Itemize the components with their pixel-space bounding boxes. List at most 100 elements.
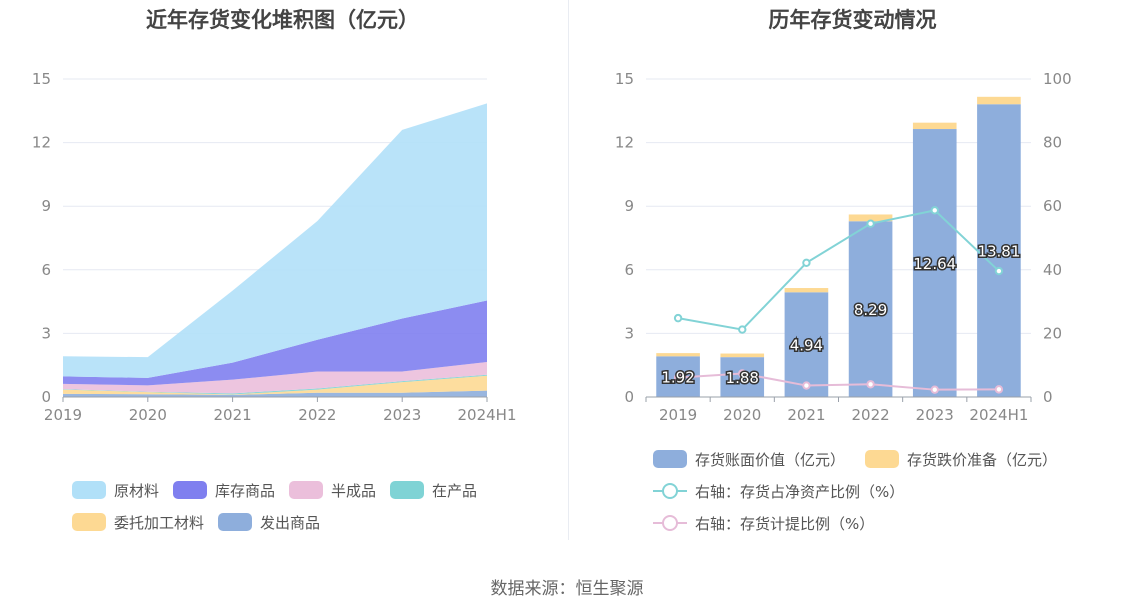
bar-data-label: 12.64 bbox=[913, 255, 956, 273]
legend-item[interactable]: 存货跌价准备（亿元） bbox=[865, 443, 1057, 475]
right-chart-title: 历年存货变动情况 bbox=[768, 8, 937, 32]
x-tick-label: 2024H1 bbox=[458, 406, 517, 424]
bar-0-2 bbox=[784, 292, 829, 397]
legend-swatch bbox=[72, 481, 106, 499]
y2-tick-label: 80 bbox=[1043, 134, 1062, 152]
bar-1-3 bbox=[848, 214, 893, 222]
data-source-note: 数据来源：恒生聚源 bbox=[490, 579, 644, 599]
right-chart-legend: 存货账面价值（亿元） 存货跌价准备（亿元） 右轴：存货占净资产比例（%） 右轴：存货计… bbox=[653, 443, 1113, 539]
y2-tick-label: 60 bbox=[1043, 197, 1062, 215]
y-tick-label: 3 bbox=[624, 324, 634, 342]
bar-line-chart-panel: 历年存货变动情况 0 3 6 9 12 15 0 20 40 60 80 100 2019 2020 202… bbox=[571, 0, 1134, 560]
legend-swatch bbox=[289, 481, 324, 499]
y-tick-label: 9 bbox=[41, 197, 51, 215]
stacked-area-chart: 0 3 6 9 12 15 2019 2020 2021 2022 2023 2024H1 bbox=[32, 70, 517, 424]
y-tick-label: 0 bbox=[624, 388, 634, 406]
legend-label: 在产品 bbox=[432, 481, 478, 500]
legend-line-swatch bbox=[653, 482, 687, 500]
area-series-3 bbox=[63, 362, 487, 394]
x-tick-label: 2019 bbox=[659, 406, 697, 424]
x-tick-label: 2023 bbox=[383, 406, 421, 424]
y-tick-label: 12 bbox=[615, 134, 634, 152]
area-series-5 bbox=[63, 103, 487, 378]
legend-label: 委托加工材料 bbox=[114, 513, 205, 532]
legend-swatch bbox=[865, 450, 900, 468]
line-point-1-1 bbox=[738, 369, 747, 378]
x-tick-label: 2022 bbox=[298, 406, 336, 424]
line-series-0 bbox=[677, 209, 1000, 331]
x-tick-label: 2022 bbox=[851, 406, 889, 424]
left-chart-legend: 原材料 库存商品 半成品 在产品委托加工材料 发出商品 bbox=[72, 474, 522, 538]
y-tick-label: 0 bbox=[41, 388, 51, 406]
legend-label: 存货账面价值（亿元） bbox=[695, 450, 846, 469]
legend-item[interactable]: 存货账面价值（亿元） bbox=[653, 443, 845, 475]
bar-0-3 bbox=[848, 221, 893, 397]
legend-label: 右轴：存货计提比例（%） bbox=[695, 514, 875, 533]
bar-data-label: 4.94 bbox=[790, 337, 823, 355]
legend-label: 原材料 bbox=[114, 481, 160, 500]
x-tick-label: 2021 bbox=[787, 406, 825, 424]
legend-item[interactable]: 库存商品 bbox=[173, 474, 275, 506]
y-tick-label: 3 bbox=[41, 324, 51, 342]
y-tick-label: 6 bbox=[624, 261, 634, 279]
y-tick-label: 9 bbox=[624, 197, 634, 215]
y-tick-label: 12 bbox=[32, 134, 51, 152]
bar-0-4 bbox=[912, 129, 957, 398]
x-tick-label: 2021 bbox=[214, 406, 252, 424]
bar-data-label: 1.88 bbox=[726, 369, 759, 387]
legend-swatch bbox=[72, 513, 106, 531]
legend-item[interactable]: 委托加工材料 bbox=[72, 506, 204, 538]
area-series-1 bbox=[63, 375, 487, 395]
x-tick-label: 2020 bbox=[129, 406, 167, 424]
bar-1-5 bbox=[977, 96, 1021, 105]
bar-data-label: 13.81 bbox=[977, 243, 1020, 261]
legend-line-swatch bbox=[653, 514, 687, 532]
x-tick-label: 2023 bbox=[916, 406, 954, 424]
legend-item[interactable]: 在产品 bbox=[390, 474, 477, 506]
line-point-0-0 bbox=[673, 313, 683, 323]
line-point-0-1 bbox=[738, 325, 747, 334]
legend-item[interactable]: 发出商品 bbox=[218, 506, 320, 538]
bar-1-1 bbox=[720, 353, 765, 358]
line-point-0-5 bbox=[994, 266, 1004, 276]
y2-tick-label: 100 bbox=[1043, 70, 1072, 88]
legend-label: 发出商品 bbox=[260, 513, 321, 532]
line-point-1-2 bbox=[802, 381, 811, 390]
y-tick-label: 6 bbox=[41, 261, 51, 279]
line-point-1-3 bbox=[866, 380, 875, 389]
legend-swatch bbox=[653, 450, 687, 468]
legend-swatch bbox=[173, 481, 208, 499]
area-series-4 bbox=[63, 300, 487, 386]
bar-1-2 bbox=[784, 288, 829, 293]
legend-item[interactable]: 原材料 bbox=[72, 474, 159, 506]
stacked-area-chart-panel: 近年存货变化堆积图（亿元） 0 3 6 9 12 15 2019 2020 2021 2022 20… bbox=[0, 0, 565, 560]
y2-tick-label: 40 bbox=[1043, 261, 1062, 279]
bar-line-chart: 0 3 6 9 12 15 0 20 40 60 80 100 2019 2020 2021 2022 2023… bbox=[615, 70, 1072, 424]
x-tick-label: 2020 bbox=[723, 406, 761, 424]
bar-data-label: 8.29 bbox=[854, 301, 887, 319]
line-series-1 bbox=[678, 372, 999, 391]
legend-label: 右轴：存货占净资产比例（%） bbox=[695, 482, 905, 501]
x-tick-label: 2024H1 bbox=[969, 406, 1028, 424]
legend-item[interactable]: 右轴：存货占净资产比例（%） bbox=[653, 475, 1113, 507]
line-point-0-3 bbox=[866, 219, 875, 228]
y-tick-label: 15 bbox=[32, 70, 51, 88]
left-chart-title: 近年存货变化堆积图（亿元） bbox=[146, 8, 419, 32]
panel-divider bbox=[568, 0, 569, 540]
line-point-1-0 bbox=[673, 373, 683, 382]
legend-label: 半成品 bbox=[331, 481, 377, 500]
line-point-1-5 bbox=[994, 385, 1004, 394]
legend-swatch bbox=[218, 513, 253, 531]
x-tick-label: 2019 bbox=[44, 406, 82, 424]
y2-tick-label: 0 bbox=[1043, 388, 1053, 406]
bar-1-4 bbox=[912, 122, 957, 130]
bar-1-0 bbox=[656, 353, 700, 357]
legend-label: 存货跌价准备（亿元） bbox=[907, 450, 1058, 469]
legend-label: 库存商品 bbox=[215, 481, 276, 500]
legend-swatch bbox=[390, 481, 425, 499]
legend-item[interactable]: 半成品 bbox=[289, 474, 376, 506]
bar-0-5 bbox=[977, 104, 1021, 397]
legend-item[interactable]: 右轴：存货计提比例（%） bbox=[653, 507, 1113, 539]
line-point-1-4 bbox=[930, 385, 939, 394]
line-point-0-4 bbox=[930, 206, 939, 215]
